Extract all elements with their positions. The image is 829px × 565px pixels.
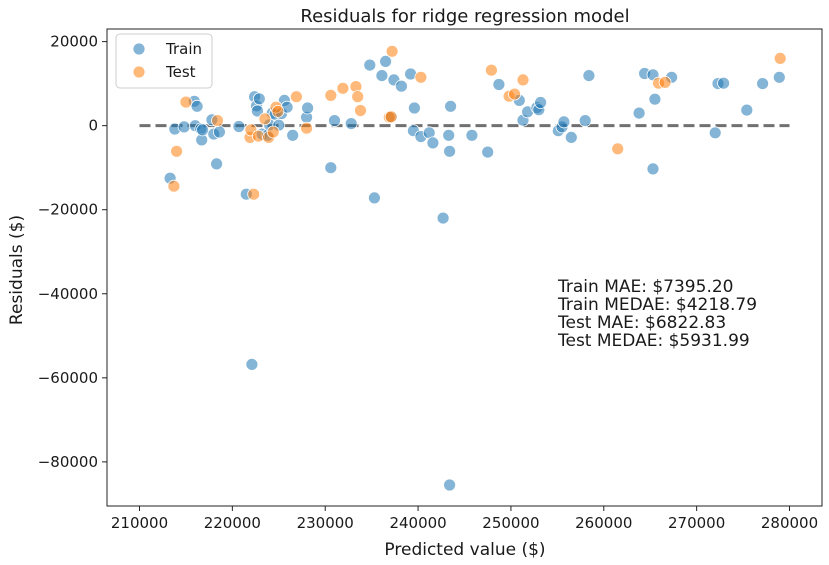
train-point <box>443 478 457 492</box>
train-point <box>740 103 754 117</box>
legend-label-train: Train <box>165 40 202 58</box>
train-point <box>481 145 495 159</box>
test-point <box>516 73 530 87</box>
plot-area <box>106 28 823 507</box>
x-tick-label: 210000 <box>111 514 168 532</box>
y-tick-label: −40000 <box>38 285 98 303</box>
test-point <box>289 90 303 104</box>
test-point <box>351 90 365 104</box>
train-point <box>245 357 259 371</box>
y-tick-label: −80000 <box>38 453 98 471</box>
plot-frame <box>106 28 823 507</box>
x-tick-label: 230000 <box>297 514 354 532</box>
x-tick-label: 240000 <box>389 514 446 532</box>
train-point <box>252 92 266 106</box>
test-point <box>336 81 350 95</box>
test-point <box>773 52 787 65</box>
metric-line: Train MAE: $7395.20 <box>557 277 733 297</box>
train-point <box>436 211 450 225</box>
test-point <box>384 110 398 124</box>
train-point <box>232 120 246 133</box>
test-point <box>658 76 672 89</box>
train-point <box>210 157 224 171</box>
test-point <box>484 63 498 77</box>
train-point <box>772 70 786 84</box>
test-point <box>354 104 367 117</box>
legend-label-test: Test <box>165 63 196 81</box>
train-point <box>632 106 646 120</box>
test-point <box>300 121 314 135</box>
train-point <box>646 162 660 176</box>
train-point <box>444 99 458 113</box>
y-axis-label: Residuals ($) <box>7 215 27 325</box>
test-point <box>170 144 184 158</box>
train-point <box>442 128 456 142</box>
x-tick-label: 270000 <box>668 514 725 532</box>
y-tick-label: −20000 <box>38 201 98 219</box>
train-point <box>648 92 662 106</box>
metric-line: Test MAE: $6822.83 <box>557 313 726 333</box>
train-point <box>578 114 592 127</box>
x-tick-label: 280000 <box>761 514 818 532</box>
test-point <box>271 105 285 118</box>
train-point <box>443 144 457 158</box>
test-point <box>266 125 280 139</box>
train-point <box>190 99 204 113</box>
train-point <box>756 77 769 90</box>
test-point <box>211 114 224 127</box>
test-point <box>247 187 261 201</box>
train-point <box>375 69 389 82</box>
train-point <box>196 123 210 137</box>
x-tick-label: 260000 <box>575 514 632 532</box>
test-point <box>385 44 399 58</box>
train-point <box>301 101 315 115</box>
train-point <box>492 78 506 91</box>
train-point <box>465 128 479 142</box>
test-point <box>414 70 428 84</box>
train-point <box>582 69 596 82</box>
train-point <box>363 58 377 72</box>
test-point <box>324 89 338 102</box>
metric-line: Test MEDAE: $5931.99 <box>557 331 750 351</box>
train-point <box>344 117 358 130</box>
x-tick-label: 250000 <box>482 514 539 532</box>
test-point <box>611 142 625 156</box>
train-point <box>426 136 440 150</box>
legend: Train Test <box>115 33 213 89</box>
x-axis-label: Predicted value ($) <box>384 540 545 560</box>
train-point <box>367 191 381 205</box>
train-point <box>394 79 408 93</box>
y-axis: 20000 0 −20000 −40000 −60000 −80000 <box>38 33 107 471</box>
train-point <box>407 101 421 115</box>
test-point <box>179 95 193 109</box>
train-point <box>379 55 393 68</box>
train-point <box>250 104 264 118</box>
test-point <box>167 179 181 193</box>
train-point <box>534 96 547 109</box>
test-point <box>258 112 272 126</box>
train-point <box>177 120 191 134</box>
x-axis: 210000 220000 230000 240000 250000 260000 2700… <box>111 506 818 532</box>
metric-line: Train MEDAE: $4218.79 <box>557 295 757 315</box>
train-point <box>717 76 730 90</box>
series-train <box>163 55 786 492</box>
chart-title: Residuals for ridge regression model <box>300 6 629 27</box>
legend-marker-train <box>132 42 146 56</box>
train-point <box>564 130 578 144</box>
y-tick-label: 20000 <box>50 33 98 51</box>
x-tick-label: 220000 <box>204 514 261 532</box>
train-point <box>286 128 300 142</box>
train-point <box>212 125 226 139</box>
train-point <box>708 126 722 140</box>
train-point <box>328 114 341 127</box>
series-test <box>167 44 787 201</box>
train-point <box>324 161 338 175</box>
y-tick-label: −60000 <box>38 369 98 387</box>
train-point <box>557 115 571 129</box>
y-tick-label: 0 <box>88 117 98 135</box>
legend-marker-test <box>132 65 146 79</box>
test-point <box>508 87 521 101</box>
